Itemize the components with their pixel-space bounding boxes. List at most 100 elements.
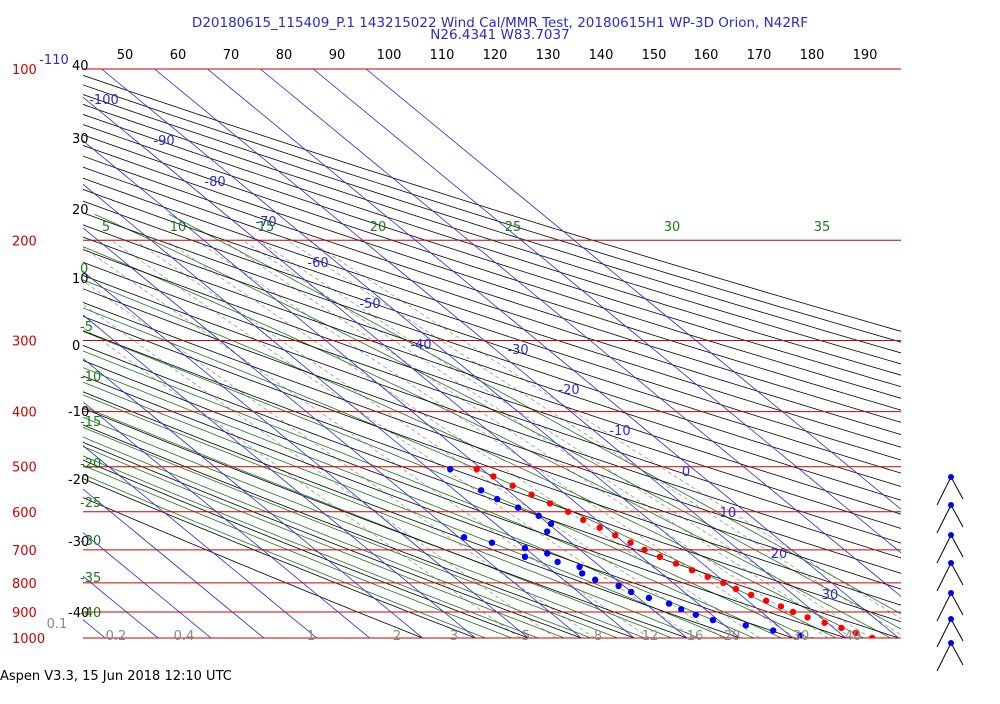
moist-adiabat-label: 30 [664,220,681,235]
pressure-label: 500 [12,461,37,476]
dry-adiabat-line [0,69,614,650]
mixing-ratio-label: 0.1 [47,617,68,632]
wind-barb-staff [951,563,963,585]
top-axis-label: 80 [276,48,293,63]
isotherm-line [102,69,793,638]
isotherm-label: -100 [89,93,119,108]
wind-barb-flag [937,643,951,671]
dry-adiabat-line [0,69,453,650]
dry-adiabat-label: 20 [72,203,89,218]
pressure-label: 900 [12,606,37,621]
dry-adiabat-line [0,69,990,650]
pressure-label: 1000 [12,632,45,647]
wind-barb-point [948,532,954,538]
temperature-point [838,625,844,631]
mixing-ratio-label: 20 [724,629,741,644]
temperature-point [778,603,784,609]
top-axis-label: 190 [853,48,878,63]
dewpoint-point [592,577,598,583]
dewpoint-point [548,521,554,527]
moist-adiabat-line [0,214,755,650]
top-axis-label: 60 [170,48,187,63]
dewpoint-point [535,513,541,519]
dry-adiabat-line [0,69,1000,650]
dewpoint-point [576,564,582,570]
dry-adiabat-line [0,69,1000,650]
top-axis-label: 160 [694,48,719,63]
moist-adiabat-label: -15 [80,415,101,430]
dry-adiabat-label: -20 [68,473,89,488]
isotherm-line [0,69,370,638]
dry-adiabat-line [0,69,1000,650]
isotherm-label: -40 [410,338,431,353]
dewpoint-point [710,617,716,623]
wind-barb-point [948,560,954,566]
isotherm-line [260,69,951,638]
dry-adiabat-line [0,69,1000,650]
temperature-point [509,483,515,489]
mixing-ratio-line [135,240,723,638]
pressure-label: 200 [12,234,37,249]
mixing-ratio-label: 3 [450,629,458,644]
isotherm-label: 20 [771,547,788,562]
temperature-point [763,598,769,604]
moist-adiabat-label: 10 [170,220,187,235]
mixing-ratio-label: 0.4 [174,629,195,644]
dewpoint-point [447,466,453,472]
isotherm-label: -60 [307,256,328,271]
temperature-point [733,586,739,592]
top-axis-label: 50 [117,48,134,63]
dry-adiabat-label: 0 [72,339,80,354]
dry-adiabat-line [0,69,1000,650]
isotherm-label: -110 [39,53,69,68]
dewpoint-point [770,627,776,633]
moist-adiabat-label: -40 [80,606,101,621]
temperature-point [565,509,571,515]
moist-adiabat-label: 25 [505,220,522,235]
dewpoint-point [494,496,500,502]
temperature-point [641,547,647,553]
moist-adiabat-label: 5 [102,220,110,235]
top-axis-label: 110 [430,48,455,63]
isotherm-label: 0 [682,465,690,480]
wind-barb-flag [937,563,951,591]
wind-barb-staff [951,593,963,615]
moist-adiabat-label: 0 [80,262,88,277]
top-axis-label: 150 [642,48,667,63]
wind-barb-flag [937,535,951,563]
temperature-point [580,517,586,523]
pressure-label: 800 [12,577,37,592]
isotherm-label: -30 [507,343,528,358]
dewpoint-point [743,622,749,628]
dry-adiabat-line [0,69,1000,650]
dewpoint-point [478,487,484,493]
dry-adiabat-line [0,69,1000,650]
dry-adiabat-line [0,69,1000,650]
wind-barb-staff [951,505,963,527]
temperature-point [673,560,679,566]
dry-adiabat-label: 40 [72,59,89,74]
dewpoint-point [678,606,684,612]
top-axis-label: 140 [589,48,614,63]
dewpoint-point [515,504,521,510]
dry-adiabat-line [0,69,1000,650]
temperature-point [473,466,479,472]
moist-adiabat-label: -30 [80,534,101,549]
temperature-point [596,525,602,531]
dry-adiabat-line [0,69,1000,650]
dry-adiabat-line [0,69,1000,650]
moist-adiabat-line [0,214,808,650]
dewpoint-point [579,570,585,576]
isotherm-line [0,69,423,638]
temperature-point [547,500,553,506]
temperature-point [528,492,534,498]
dewpoint-point [666,600,672,606]
temperature-point [627,539,633,545]
wind-barb-staff [951,619,963,641]
dry-adiabat-line [0,69,1000,650]
dewpoint-point [693,611,699,617]
isotherm-line [0,69,317,638]
dewpoint-point [461,534,467,540]
wind-barb-point [948,640,954,646]
